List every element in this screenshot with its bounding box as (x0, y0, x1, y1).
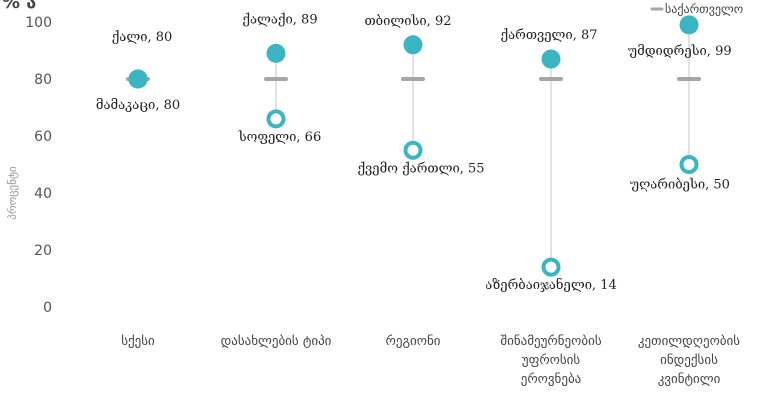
category-label: რეგიონი (386, 334, 441, 349)
data-point-low (403, 140, 423, 160)
category-label: სქესი (121, 334, 155, 349)
y-tick-label: 20 (34, 243, 52, 259)
data-point-low (679, 155, 699, 174)
data-label: უღარიბესი, 50 (630, 178, 730, 193)
legend-label: საქართველო (665, 2, 743, 16)
data-point-low (541, 257, 561, 277)
range-lines (275, 24, 690, 268)
data-point-high (128, 69, 148, 89)
chart-title-fragment: % ა (2, 0, 36, 13)
y-axis-label: პროცენტი (6, 166, 19, 220)
data-label: სოფელი, 66 (238, 130, 321, 145)
y-tick-label: 60 (34, 129, 52, 145)
data-label: ქალაქი, 89 (242, 12, 317, 27)
category-label: უფროსის (522, 353, 581, 368)
data-label: ქალი, 80 (112, 30, 173, 45)
data-labels: ქალი, 80 მამაკაცი, 80 ქალაქი, 89 სოფელი, 66… (96, 12, 732, 293)
y-tick-label: 80 (34, 72, 52, 88)
y-axis: 0 20 40 60 80 100 (25, 15, 52, 316)
category-label: შინამეურნეობის (500, 334, 601, 349)
data-point-high (679, 15, 699, 35)
category-label: ეროვნება (521, 372, 582, 387)
category-label: დასახლების ტიპი (221, 334, 332, 349)
legend: საქართველო (650, 2, 743, 16)
category-label: კვინტილი (658, 372, 721, 387)
data-label: ქართველი, 87 (500, 28, 597, 43)
data-point-low (266, 109, 286, 129)
y-tick-label: 40 (34, 186, 52, 202)
data-point-high (266, 43, 286, 63)
y-tick-label: 0 (43, 300, 52, 316)
data-label: მამაკაცი, 80 (96, 98, 180, 113)
category-label: კეთილდღეობის (638, 334, 740, 349)
category-label: ინდექსის (660, 353, 718, 368)
data-label: თბილისი, 92 (364, 14, 451, 29)
data-point-high (541, 49, 561, 69)
data-label: ქვემო ქართლი, 55 (357, 161, 484, 176)
data-label: აზერბაიჯანელი, 14 (485, 277, 617, 293)
data-point-high (403, 35, 423, 55)
data-label: უმდიდრესი, 99 (628, 44, 732, 59)
data-points (128, 15, 699, 277)
category-labels: სქესი დასახლების ტიპი რეგიონი შინამეურნეობი… (121, 334, 740, 387)
y-tick-label: 100 (25, 15, 52, 31)
